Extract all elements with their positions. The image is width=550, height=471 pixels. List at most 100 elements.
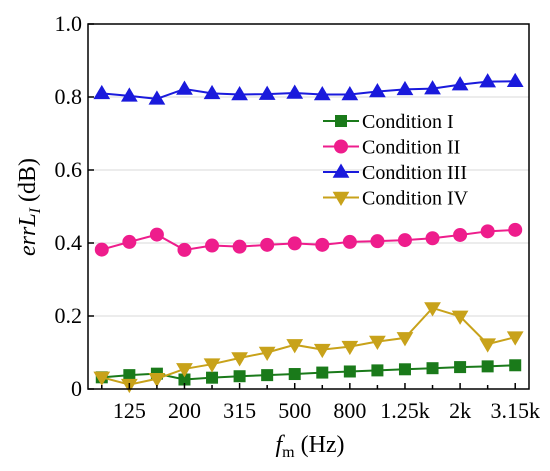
data-point bbox=[343, 365, 356, 378]
data-point bbox=[288, 368, 301, 381]
data-point bbox=[286, 339, 304, 354]
x-axis-title-unit: (Hz) bbox=[295, 432, 345, 458]
data-point bbox=[148, 90, 166, 105]
data-point bbox=[453, 227, 468, 242]
x-tick-label: 2k bbox=[449, 398, 471, 423]
series-line bbox=[101, 364, 516, 381]
series-3 bbox=[93, 72, 524, 105]
data-point bbox=[371, 364, 384, 377]
y-axis-title-unit: (dB) bbox=[15, 158, 41, 208]
data-point bbox=[509, 359, 522, 372]
x-axis-title: fm (Hz) bbox=[275, 432, 344, 461]
data-point bbox=[231, 352, 248, 367]
data-point bbox=[425, 231, 440, 246]
legend-entry: Condition IV bbox=[323, 188, 469, 210]
y-axis-title-subscript: I bbox=[27, 207, 44, 214]
data-point bbox=[313, 343, 331, 359]
plot-frame bbox=[87, 23, 530, 390]
x-tick-label: 800 bbox=[333, 398, 366, 423]
data-point bbox=[93, 371, 111, 386]
series-line bbox=[101, 80, 516, 100]
data-point bbox=[480, 224, 495, 239]
data-point bbox=[313, 85, 331, 101]
data-point bbox=[231, 85, 248, 101]
data-point bbox=[396, 80, 414, 96]
data-point bbox=[258, 346, 276, 361]
data-point bbox=[479, 338, 497, 353]
data-point bbox=[176, 80, 193, 95]
data-point bbox=[424, 80, 441, 95]
data-point bbox=[176, 363, 193, 378]
series-layer bbox=[93, 72, 524, 394]
data-point bbox=[203, 84, 221, 100]
legend-label: Condition IV bbox=[362, 188, 469, 210]
series-2 bbox=[94, 222, 523, 257]
legend-entry: Condition I bbox=[323, 111, 454, 133]
legend: Condition I Condition II Condition III Cond… bbox=[323, 111, 469, 210]
data-point bbox=[508, 222, 523, 237]
data-point bbox=[287, 236, 302, 251]
legend-label: Condition II bbox=[362, 137, 460, 159]
data-point bbox=[396, 332, 414, 347]
y-axis-title-main: errL bbox=[15, 213, 41, 256]
data-point bbox=[149, 227, 164, 242]
data-point bbox=[260, 237, 275, 252]
data-point bbox=[398, 363, 411, 376]
legend-marker bbox=[334, 139, 348, 154]
data-point bbox=[286, 84, 304, 99]
data-point bbox=[506, 72, 524, 88]
x-tick-label: 200 bbox=[168, 398, 201, 423]
data-point bbox=[341, 85, 359, 101]
legend-marker bbox=[332, 163, 350, 178]
y-tick-label: 0.4 bbox=[55, 230, 83, 255]
x-axis-title-main: f bbox=[275, 432, 285, 458]
data-point bbox=[397, 233, 412, 248]
y-axis-title: errLI (dB) bbox=[15, 158, 44, 256]
legend-marker bbox=[332, 191, 350, 206]
legend-label: Condition I bbox=[362, 111, 454, 133]
data-point bbox=[205, 238, 220, 253]
data-point bbox=[148, 373, 166, 388]
data-point bbox=[93, 84, 111, 100]
data-point bbox=[506, 331, 524, 346]
data-point bbox=[120, 87, 138, 102]
series-line bbox=[101, 228, 516, 251]
data-point bbox=[370, 234, 385, 249]
y-tick-label: 0.2 bbox=[55, 303, 83, 328]
data-point bbox=[369, 83, 386, 98]
y-tick-label: 0.8 bbox=[55, 84, 83, 109]
data-point bbox=[261, 369, 274, 382]
series-4 bbox=[93, 302, 524, 394]
x-tick-label: 125 bbox=[113, 398, 146, 423]
data-point bbox=[203, 358, 221, 373]
data-point bbox=[177, 242, 192, 257]
data-point bbox=[94, 242, 109, 257]
x-axis-ticks: 125 200 315 500 800 1.25k 2k 3.15k bbox=[101, 383, 540, 423]
x-tick-label: 3.15k bbox=[490, 398, 540, 423]
data-point bbox=[451, 310, 469, 325]
y-axis-ticks: 0 0.2 0.4 0.6 0.8 1.0 bbox=[55, 11, 94, 401]
data-point bbox=[232, 239, 247, 254]
data-point bbox=[481, 360, 494, 373]
y-tick-label: 1.0 bbox=[55, 11, 83, 36]
data-point bbox=[479, 73, 497, 88]
y-tick-label: 0.6 bbox=[55, 157, 83, 182]
data-point bbox=[122, 234, 137, 249]
legend-label: Condition III bbox=[362, 162, 467, 184]
data-point bbox=[341, 340, 359, 356]
data-point bbox=[451, 76, 469, 91]
data-point bbox=[233, 370, 246, 383]
data-point bbox=[258, 85, 276, 100]
data-point bbox=[315, 237, 330, 252]
y-tick-label: 0 bbox=[71, 376, 82, 401]
data-point bbox=[426, 362, 439, 375]
data-point bbox=[424, 302, 441, 317]
x-tick-label: 315 bbox=[223, 398, 256, 423]
legend-entry: Condition II bbox=[323, 137, 460, 159]
data-point bbox=[342, 234, 357, 249]
x-axis-title-subscript: m bbox=[282, 444, 295, 461]
data-point bbox=[206, 371, 219, 384]
data-point bbox=[316, 366, 329, 379]
legend-entry: Condition III bbox=[323, 162, 467, 184]
